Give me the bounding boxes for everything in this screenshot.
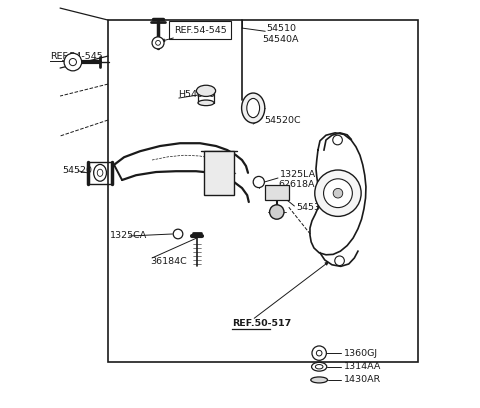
Text: REF.50-517: REF.50-517 — [232, 319, 291, 328]
Circle shape — [69, 58, 76, 66]
Text: 54520C: 54520C — [264, 115, 300, 124]
Bar — [265, 185, 289, 200]
Text: H54590: H54590 — [178, 89, 215, 99]
Circle shape — [173, 229, 183, 239]
Ellipse shape — [241, 93, 265, 123]
Ellipse shape — [247, 98, 260, 118]
Circle shape — [335, 256, 344, 266]
Text: 1325LA: 1325LA — [280, 169, 316, 179]
Circle shape — [253, 176, 264, 188]
Circle shape — [312, 346, 326, 360]
Ellipse shape — [312, 362, 327, 371]
Text: 54510: 54510 — [266, 24, 296, 33]
Text: 36184C: 36184C — [150, 257, 187, 266]
Text: REF.54-545: REF.54-545 — [174, 26, 227, 35]
Ellipse shape — [311, 377, 327, 383]
Text: 62618A: 62618A — [278, 180, 314, 189]
Ellipse shape — [315, 364, 323, 369]
Text: 54540A: 54540A — [262, 35, 299, 44]
Text: 54530C: 54530C — [296, 204, 333, 213]
Circle shape — [315, 170, 361, 216]
Bar — [204, 151, 234, 195]
Circle shape — [333, 188, 343, 198]
Text: 1360GJ: 1360GJ — [344, 349, 378, 358]
Circle shape — [324, 179, 352, 208]
Text: 1430AR: 1430AR — [344, 375, 381, 384]
Text: 1325CA: 1325CA — [110, 231, 147, 240]
Text: REF.54-545: REF.54-545 — [50, 51, 103, 60]
Circle shape — [333, 135, 342, 145]
Circle shape — [270, 205, 284, 219]
Ellipse shape — [94, 164, 107, 181]
Circle shape — [152, 37, 164, 49]
Circle shape — [156, 40, 160, 45]
Bar — [108, 20, 418, 362]
Ellipse shape — [198, 100, 214, 106]
Text: 1314AA: 1314AA — [344, 362, 381, 371]
Circle shape — [316, 350, 322, 356]
Circle shape — [64, 53, 82, 71]
Text: 54520: 54520 — [62, 166, 92, 175]
Ellipse shape — [196, 85, 216, 96]
